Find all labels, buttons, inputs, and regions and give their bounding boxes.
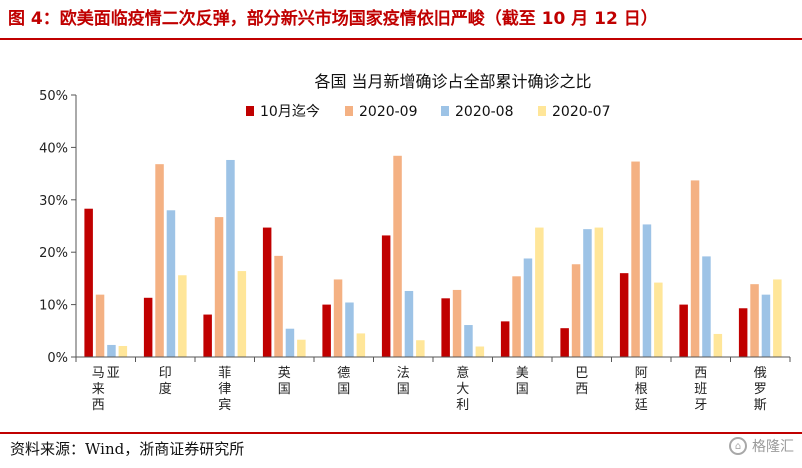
x-category-label: 法国 — [397, 366, 410, 397]
x-category-label: 西班牙 — [694, 366, 707, 413]
legend-swatch — [538, 106, 546, 116]
watermark: ⌂ 格隆汇 — [729, 436, 794, 456]
bar — [750, 284, 759, 357]
bar — [262, 227, 272, 357]
x-category-label: 英国 — [278, 366, 291, 397]
x-category-label: 俄罗斯 — [754, 366, 767, 413]
bar — [155, 164, 164, 357]
bar — [84, 208, 93, 357]
bar — [500, 321, 510, 357]
bar — [738, 308, 748, 357]
bar — [178, 275, 187, 357]
x-category-label: 意大利 — [456, 365, 469, 413]
x-category-label: 菲律宾 — [218, 366, 231, 413]
y-tick-label: 20% — [39, 246, 68, 261]
figure-title: 图 4：欧美面临疫情二次反弹，部分新兴市场国家疫情依旧严峻（截至 10 月 12… — [8, 9, 658, 29]
bar — [464, 325, 473, 357]
bar — [535, 227, 544, 357]
y-tick-label: 0% — [47, 351, 68, 366]
bar — [594, 227, 604, 357]
x-category-label: 德国 — [337, 366, 350, 397]
x-category-label: 美国 — [516, 366, 529, 397]
x-category-label: 印度 — [159, 366, 172, 397]
x-category-label: 巴西 — [575, 366, 588, 397]
y-tick-label: 30% — [39, 194, 68, 209]
bar — [512, 276, 521, 357]
x-axis: 马来西亚 印度 菲律宾 英国 德国 法国 意大利 美国 巴西 阿根廷 西班牙 俄罗斯 — [75, 356, 791, 413]
bar — [773, 279, 782, 357]
bar — [571, 264, 581, 357]
legend-swatch — [246, 106, 254, 116]
legend-swatch — [441, 106, 449, 116]
bar — [619, 273, 629, 357]
bar — [560, 328, 569, 357]
bar — [285, 328, 295, 357]
bar — [475, 346, 485, 357]
bar — [642, 224, 652, 357]
y-tick-label: 10% — [39, 299, 68, 314]
bar — [333, 279, 343, 357]
legend-label: 10月迄今 — [260, 104, 320, 120]
watermark-text: 格隆汇 — [752, 439, 794, 455]
bar — [166, 210, 176, 357]
x-category-label: 马来西亚 — [92, 366, 120, 413]
bar — [761, 294, 771, 357]
x-category-label: 阿根廷 — [635, 366, 648, 413]
legend-label: 2020-08 — [455, 104, 514, 120]
bar — [226, 159, 235, 357]
bar — [143, 297, 153, 357]
title-rule — [0, 38, 802, 40]
bar — [381, 235, 391, 357]
bar — [237, 271, 247, 357]
y-tick-label: 40% — [39, 141, 68, 156]
bars — [84, 155, 782, 357]
source-note: 资料来源：Wind，浙商证券研究所 — [10, 440, 245, 458]
bar — [95, 294, 105, 357]
bar — [404, 290, 414, 357]
legend-label: 2020-09 — [359, 104, 418, 120]
bar — [416, 340, 425, 357]
bar — [297, 339, 306, 357]
bar — [441, 298, 450, 357]
bar-chart: 各国 当月新增确诊占全部累计确诊之比 10月迄今 2020-09 2020-08 20… — [39, 72, 791, 413]
chart-title: 各国 当月新增确诊占全部累计确诊之比 — [314, 72, 591, 91]
bar — [702, 256, 711, 357]
bar — [523, 258, 533, 357]
bar — [322, 304, 331, 357]
bar — [393, 155, 402, 357]
footer-rule — [0, 432, 802, 434]
chart-legend: 10月迄今 2020-09 2020-08 2020-07 — [246, 104, 611, 120]
bar — [214, 217, 224, 357]
bar — [713, 333, 723, 357]
bar — [654, 282, 663, 357]
bar — [345, 302, 354, 357]
bar — [107, 344, 116, 357]
bar — [274, 255, 283, 357]
bar — [690, 180, 700, 357]
bar — [356, 333, 366, 357]
bar — [631, 161, 640, 357]
y-axis: 0% 10% 20% 30% 40% 50% — [39, 89, 77, 366]
watermark-logo-icon: ⌂ — [729, 437, 747, 455]
bar — [452, 289, 462, 357]
bar — [583, 229, 592, 357]
bar — [679, 304, 688, 357]
bar — [118, 345, 128, 357]
y-tick-label: 50% — [39, 89, 68, 104]
legend-label: 2020-07 — [552, 104, 611, 120]
bar — [203, 314, 212, 357]
legend-swatch — [345, 106, 353, 116]
